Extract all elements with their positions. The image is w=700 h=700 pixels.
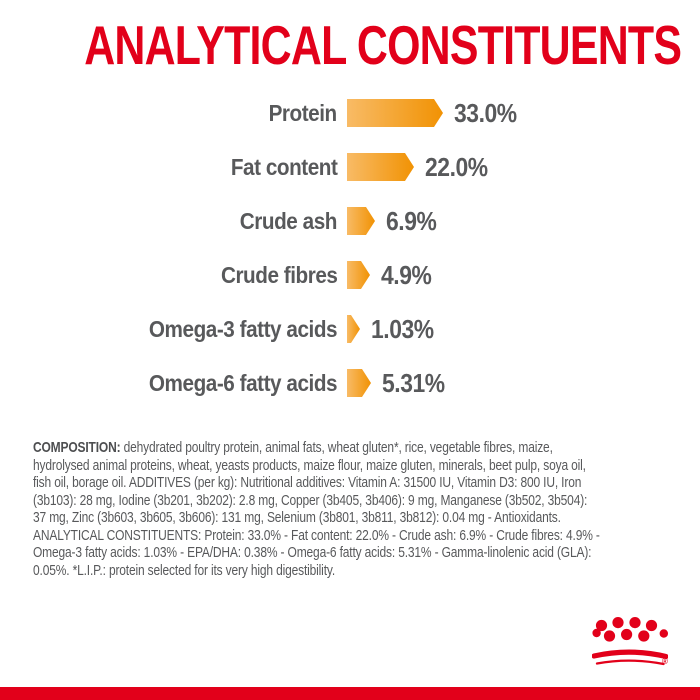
chart-row: Crude fibres 4.9% <box>0 248 700 302</box>
bar-label-cell: Omega-6 fatty acids <box>0 369 338 397</box>
bar-label-cell: Crude fibres <box>0 262 337 289</box>
bottom-red-bar <box>0 687 700 700</box>
bar-value: 4.9% <box>381 259 432 290</box>
chart-row: Omega-3 fatty acids 1.03% <box>0 302 700 356</box>
bar-label: Omega-3 fatty acids <box>148 315 338 342</box>
bar-label-cell: Fat content <box>0 154 337 181</box>
registered-trademark-symbol: ® <box>662 657 668 666</box>
chart-row: Omega-6 fatty acids 5.31% <box>0 356 700 410</box>
bar <box>347 369 371 397</box>
chart-row: Fat content 22.0% <box>0 140 700 194</box>
chart-row: Crude ash 6.9% <box>0 194 700 248</box>
bar-label: Crude fibres <box>220 261 337 288</box>
bar-value: 6.9% <box>386 205 437 236</box>
crown-icon <box>592 617 668 666</box>
bar-label: Protein <box>268 99 338 126</box>
bar <box>347 315 360 343</box>
page-title: ANALYTICAL CONSTITUENTS <box>84 14 682 76</box>
bar-label: Fat content <box>230 153 337 180</box>
bar <box>347 207 375 235</box>
composition-paragraph: COMPOSITION: dehydrated poultry protein,… <box>33 439 661 579</box>
bar <box>347 99 443 127</box>
bar <box>347 261 370 289</box>
bar-label: Crude ash <box>239 207 338 234</box>
bar-value: 33.0% <box>454 97 517 128</box>
title-wrap: ANALYTICAL CONSTITUENTS <box>0 14 700 76</box>
composition-text: dehydrated poultry protein, animal fats,… <box>33 439 600 579</box>
bar-label-cell: Crude ash <box>0 207 338 235</box>
bar-label-cell: Omega-3 fatty acids <box>0 315 338 343</box>
royal-canin-crown-logo <box>592 617 668 671</box>
composition-label: COMPOSITION: <box>33 439 121 456</box>
bar <box>347 153 414 181</box>
bar-value: 22.0% <box>425 151 488 182</box>
chart-row: Protein 33.0% <box>0 86 700 140</box>
bar-value: 1.03% <box>371 313 434 344</box>
bar-label: Omega-6 fatty acids <box>148 369 338 396</box>
bar-label-cell: Protein <box>0 99 338 127</box>
analytical-constituents-chart: Protein 33.0% Fat content 22.0% Crude ash 6.9… <box>0 86 700 410</box>
bar-value: 5.31% <box>382 367 445 398</box>
